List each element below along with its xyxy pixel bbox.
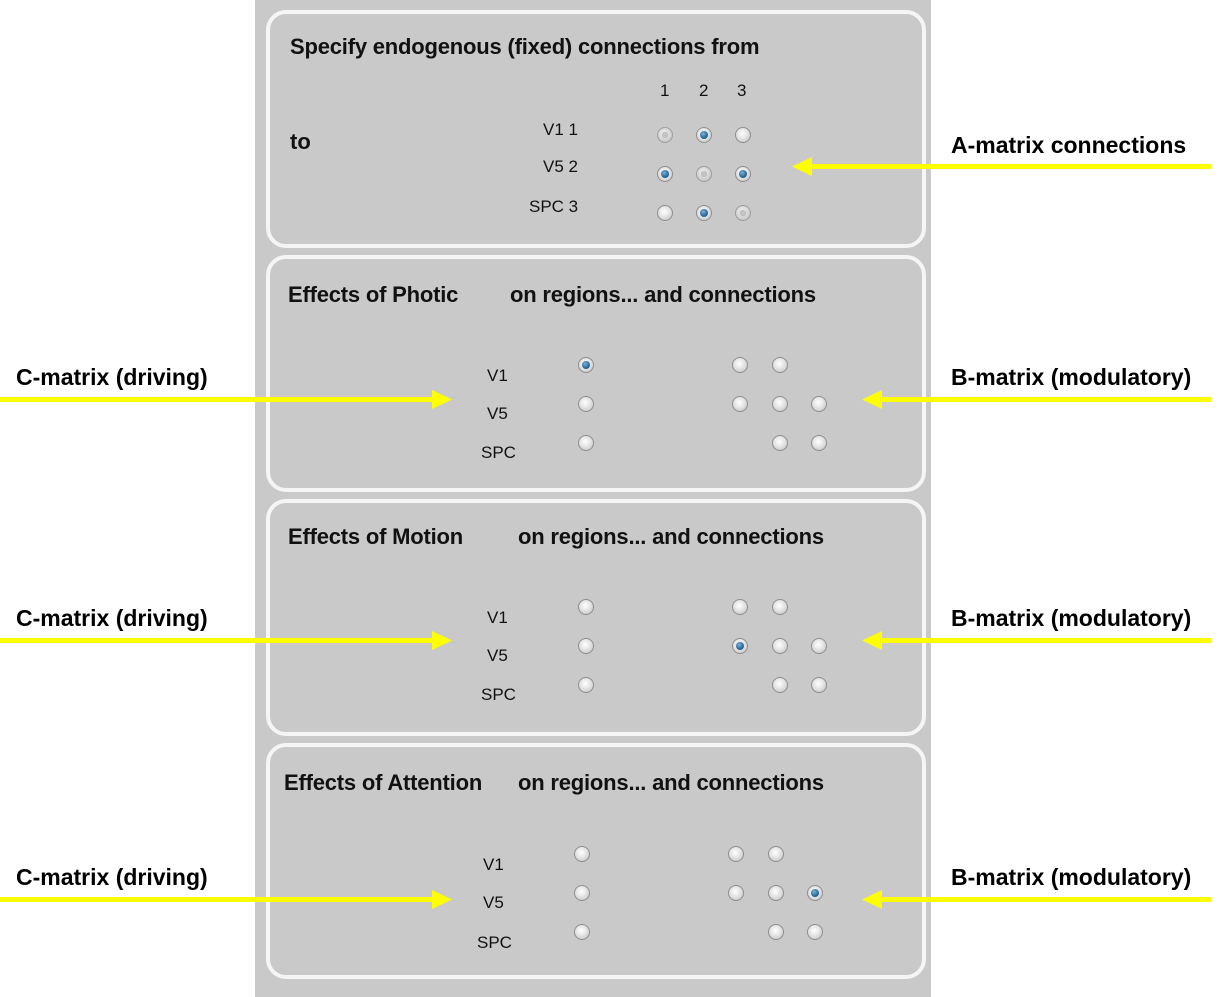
effects-photic-title: Effects of Photic (288, 282, 459, 307)
a-matrix-radio-r2-c3[interactable] (735, 166, 751, 182)
c-matrix-annotation-3: C-matrix (driving) (16, 864, 208, 890)
c-matrix-arrow-head-3 (432, 890, 452, 909)
region-label-v5: V5 (487, 404, 508, 423)
b-matrix-radio-r2-c2[interactable] (772, 396, 788, 412)
effects-motion-subtitle: on regions... and connections (518, 524, 824, 549)
a-matrix-annotation: A-matrix connections (951, 132, 1187, 158)
row-label-v5: V5 2 (543, 157, 578, 176)
region-label-spc: SPC (477, 933, 512, 952)
c-matrix-radio-v5[interactable] (574, 885, 590, 901)
a-matrix-radio-r1-c1[interactable] (657, 127, 673, 143)
a-matrix-radio-r1-c2[interactable] (696, 127, 712, 143)
column-number-1: 1 (660, 81, 670, 100)
b-matrix-arrow-head-2 (862, 631, 882, 650)
region-label-v1: V1 (487, 608, 508, 627)
a-matrix-radio-r3-c2[interactable] (696, 205, 712, 221)
effects-attention-subtitle: on regions... and connections (518, 770, 824, 795)
b-matrix-arrow-shaft-3 (878, 897, 1212, 902)
a-matrix-radio-r2-c1[interactable] (657, 166, 673, 182)
region-label-v5: V5 (487, 646, 508, 665)
a-matrix-radio-r1-c3[interactable] (735, 127, 751, 143)
c-matrix-annotation-2: C-matrix (driving) (16, 605, 208, 631)
b-matrix-annotation-2: B-matrix (modulatory) (951, 605, 1192, 631)
c-matrix-annotation-1: C-matrix (driving) (16, 364, 208, 390)
c-matrix-radio-v5[interactable] (578, 396, 594, 412)
endogenous-panel-title: Specify endogenous (fixed) connections f… (290, 34, 760, 59)
b-matrix-arrow-head-3 (862, 890, 882, 909)
c-matrix-arrow-head-2 (432, 631, 452, 650)
to-label: to (290, 129, 311, 154)
b-matrix-radio-r3-c2[interactable] (772, 677, 788, 693)
b-matrix-radio-r3-c3[interactable] (807, 924, 823, 940)
region-label-v1: V1 (483, 855, 504, 874)
b-matrix-radio-r3-c3[interactable] (811, 435, 827, 451)
a-matrix-radio-r3-c3[interactable] (735, 205, 751, 221)
c-matrix-radio-v1[interactable] (578, 599, 594, 615)
row-label-v1: V1 1 (543, 120, 578, 139)
b-matrix-radio-r1-c1[interactable] (732, 357, 748, 373)
endogenous-connections-panel: Specify endogenous (fixed) connections f… (266, 10, 926, 248)
c-matrix-radio-spc[interactable] (578, 435, 594, 451)
b-matrix-radio-r2-c3[interactable] (811, 396, 827, 412)
effects-attention-panel: Effects of Attention on regions... and c… (266, 743, 926, 979)
column-number-2: 2 (699, 81, 709, 100)
b-matrix-annotation-3: B-matrix (modulatory) (951, 864, 1192, 890)
effects-photic-subtitle: on regions... and connections (510, 282, 816, 307)
c-matrix-radio-spc[interactable] (578, 677, 594, 693)
b-matrix-radio-r2-c2[interactable] (768, 885, 784, 901)
a-matrix-arrow-shaft (808, 164, 1212, 169)
region-label-v5: V5 (483, 893, 504, 912)
b-matrix-radio-r1-c1[interactable] (732, 599, 748, 615)
b-matrix-radio-r1-c2[interactable] (772, 357, 788, 373)
c-matrix-radio-v1[interactable] (574, 846, 590, 862)
row-label-spc: SPC 3 (529, 197, 579, 216)
b-matrix-radio-r2-c3[interactable] (811, 638, 827, 654)
b-matrix-radio-r2-c1[interactable] (728, 885, 744, 901)
c-matrix-arrow-shaft-2 (0, 638, 436, 643)
b-matrix-radio-r3-c3[interactable] (811, 677, 827, 693)
b-matrix-arrow-shaft-2 (878, 638, 1212, 643)
c-matrix-arrow-shaft-3 (0, 897, 436, 902)
b-matrix-arrow-head-1 (862, 390, 882, 409)
b-matrix-radio-r2-c1[interactable] (732, 396, 748, 412)
c-matrix-radio-v5[interactable] (578, 638, 594, 654)
effects-motion-panel: Effects of Motion on regions... and conn… (266, 499, 926, 736)
b-matrix-radio-r1-c2[interactable] (768, 846, 784, 862)
b-matrix-radio-r3-c2[interactable] (768, 924, 784, 940)
b-matrix-radio-r2-c3[interactable] (807, 885, 823, 901)
b-matrix-radio-r2-c2[interactable] (772, 638, 788, 654)
column-number-3: 3 (737, 81, 747, 100)
b-matrix-annotation-1: B-matrix (modulatory) (951, 364, 1192, 390)
c-matrix-arrow-head-1 (432, 390, 452, 409)
region-label-spc: SPC (481, 685, 516, 704)
b-matrix-arrow-shaft-1 (878, 397, 1212, 402)
a-matrix-radio-r2-c2[interactable] (696, 166, 712, 182)
c-matrix-radio-spc[interactable] (574, 924, 590, 940)
b-matrix-radio-r1-c2[interactable] (772, 599, 788, 615)
c-matrix-radio-v1[interactable] (578, 357, 594, 373)
a-matrix-arrow-head (792, 157, 812, 176)
c-matrix-arrow-shaft-1 (0, 397, 436, 402)
region-label-v1: V1 (487, 366, 508, 385)
b-matrix-radio-r2-c1[interactable] (732, 638, 748, 654)
a-matrix-radio-r3-c1[interactable] (657, 205, 673, 221)
b-matrix-radio-r3-c2[interactable] (772, 435, 788, 451)
b-matrix-radio-r1-c1[interactable] (728, 846, 744, 862)
effects-attention-title: Effects of Attention (284, 770, 483, 795)
effects-motion-title: Effects of Motion (288, 524, 464, 549)
effects-photic-panel: Effects of Photic on regions... and conn… (266, 255, 926, 492)
region-label-spc: SPC (481, 443, 516, 462)
